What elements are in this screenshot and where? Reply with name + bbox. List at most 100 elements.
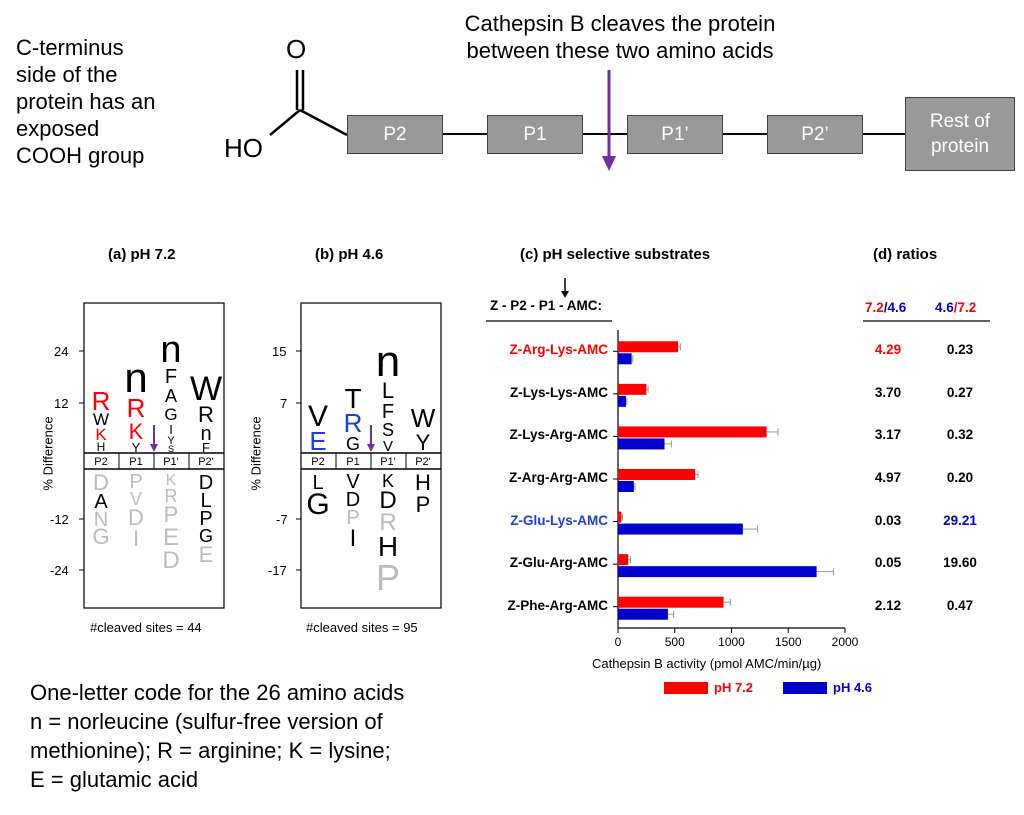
ratio-header-part: 7.2 — [865, 300, 884, 315]
logo-letter: D — [93, 470, 109, 495]
residue-box-p1: P1 — [487, 115, 583, 154]
panel-b-cleave-arrowhead — [367, 444, 375, 452]
bar-ph46 — [618, 481, 634, 492]
ratio-value-46-72: 0.32 — [946, 427, 974, 443]
x-tick-label: 500 — [665, 635, 685, 649]
logo-letter: W — [93, 410, 109, 429]
panel-a-ytick: -24 — [50, 563, 69, 578]
note-line: methionine); R = arginine; K = lysine; — [30, 738, 391, 763]
category-label: Z-Arg-Arg-AMC — [509, 470, 608, 485]
logo-letter: D — [199, 472, 213, 494]
ratio-header-1: 7.2/4.6 — [865, 300, 906, 315]
ratio-header-part: 4.6 — [935, 300, 954, 315]
rest-line: Rest of — [929, 111, 991, 132]
logo-letter: W — [411, 403, 436, 433]
logo-letter: H — [415, 470, 431, 495]
panel-a-ytick: 24 — [54, 344, 69, 359]
panel-a-cleave-arrowhead — [150, 444, 158, 452]
panel-a-position-label: P2' — [198, 456, 214, 468]
logo-letter: R — [198, 402, 214, 427]
bar-ph72 — [618, 469, 696, 480]
logo-letter: A — [165, 386, 177, 406]
panel-a-ytick: -12 — [50, 512, 69, 527]
logo-letter: P — [164, 502, 179, 527]
c-terminus-line: exposed — [16, 116, 100, 141]
logo-letter: R — [344, 408, 363, 438]
c-terminus-line: side of the — [16, 62, 118, 87]
logo-letter: P — [129, 471, 142, 493]
protein-chain-diagram — [269, 70, 905, 171]
logo-letter: n — [160, 329, 181, 371]
x-tick-label: 1000 — [718, 635, 745, 649]
logo-letter: K — [382, 471, 394, 491]
panel-d-title: (d) ratios — [873, 246, 938, 263]
panel-b-ytick: -17 — [268, 563, 287, 578]
logo-letter: D — [379, 487, 396, 514]
ratio-value-72-46: 2.12 — [874, 597, 902, 613]
note-line: One-letter code for the 26 amino acids — [30, 680, 405, 705]
c-terminus-line: C-terminus — [16, 35, 124, 60]
category-label: Z-Glu-Arg-AMC — [509, 555, 608, 571]
logo-letter: Y — [167, 435, 175, 447]
logo-letter: I — [169, 422, 173, 437]
ratio-value-72-46: 4.29 — [874, 342, 902, 358]
logo-letter: K — [95, 425, 107, 444]
category-label: Z-Glu-Lys-AMC — [510, 512, 608, 528]
logo-letter: V — [346, 471, 360, 493]
bond-line — [269, 109, 301, 136]
legend-swatch-blue — [783, 681, 828, 694]
logo-letter: N — [94, 509, 108, 531]
panel-a-position-label: P1' — [163, 456, 179, 468]
panel-b-position-label: P1 — [346, 456, 359, 468]
bond-line — [299, 108, 348, 137]
panel-b-footer: #cleaved sites = 95 — [306, 620, 418, 635]
logo-letter: F — [382, 401, 394, 423]
bar-ph72 — [618, 554, 629, 566]
logo-letter: K — [166, 472, 177, 489]
panel-b-position-label: P2' — [415, 456, 431, 468]
panel-a-frame — [83, 302, 225, 609]
ratio-value-46-72: 0.23 — [946, 342, 974, 358]
substrate-scheme: Z - P2 - P1 - AMC: — [490, 298, 603, 313]
panel-b-ytick: -7 — [276, 512, 288, 527]
x-tick-label: 0 — [615, 635, 622, 649]
bar-ph46 — [618, 353, 632, 365]
panel-b-ytick: 15 — [272, 344, 287, 359]
category-label: Z-Phe-Arg-AMC — [507, 597, 609, 613]
legend-swatch-red — [664, 681, 708, 694]
amino-acid-note: One-letter code for the 26 amino acids n… — [30, 678, 404, 794]
logo-letter: D — [346, 489, 360, 511]
logo-letter: n — [376, 337, 400, 386]
logo-letter: D — [128, 505, 144, 530]
logo-letter: G — [92, 524, 109, 549]
ratio-value-72-46: 3.17 — [874, 427, 902, 443]
logo-letter: Y — [132, 440, 141, 455]
logo-letter: Y — [416, 430, 431, 455]
hydroxyl-label: HO — [224, 133, 263, 163]
bar-ph46 — [618, 566, 817, 578]
logo-letter: F — [202, 440, 210, 455]
x-tick-label: 2000 — [832, 635, 859, 649]
logo-letter: I — [133, 526, 139, 551]
logo-letter: A — [94, 491, 108, 513]
logo-letter: G — [199, 526, 213, 546]
logo-letter: R — [165, 486, 178, 506]
logo-letter: V — [308, 400, 328, 433]
legend-label: pH 4.6 — [833, 680, 873, 695]
rest-of-protein-box: Rest of protein — [905, 97, 1015, 171]
bar-ph46 — [618, 523, 743, 535]
bar-ph72 — [618, 383, 647, 395]
logo-letter: L — [382, 378, 394, 403]
panel-c-title: (c) pH selective substrates — [520, 246, 711, 263]
logo-letter: P — [199, 508, 212, 530]
logo-letter: S — [382, 420, 394, 440]
panel-b-ytick: 7 — [280, 396, 288, 411]
logo-letter: G — [346, 434, 360, 454]
ratio-value-46-72: 0.47 — [946, 597, 974, 613]
panel-b-frame — [300, 302, 442, 609]
panel-b-title: (b) pH 4.6 — [315, 246, 384, 263]
logo-letter: E — [309, 426, 326, 456]
